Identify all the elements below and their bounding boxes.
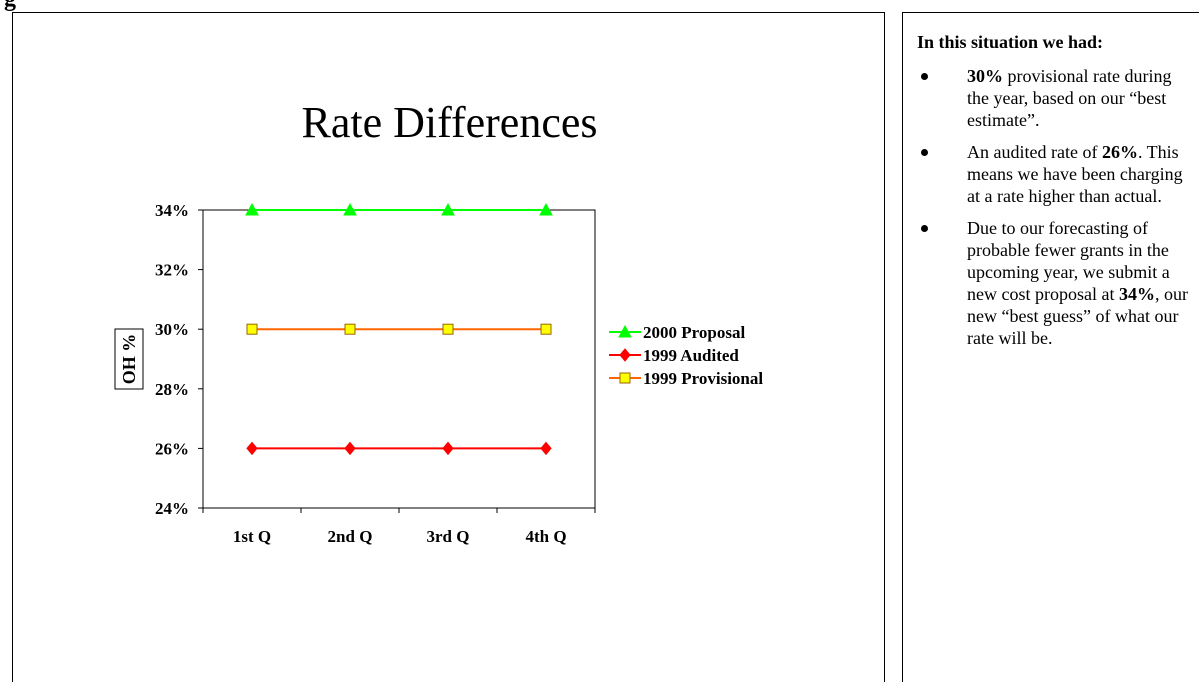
cutoff-heading: g: [4, 0, 16, 13]
data-point: [441, 202, 455, 216]
data-point: [344, 323, 356, 335]
rate-differences-chart: 24% 26% 28% 30% 32% 34% 1st Q 2nd Q 3rd Q 4th Q OH…: [114, 201, 763, 546]
bullet-2-text-a: An audited rate of: [967, 142, 1102, 162]
bullet-3-text-b: , our new “best guess” of what our rate …: [967, 284, 1188, 348]
data-point: [539, 202, 553, 216]
y-tick-label: 32%: [155, 261, 189, 280]
bullet-dot-icon: [921, 73, 928, 80]
data-point: [344, 441, 356, 456]
y-tick-label: 34%: [155, 201, 189, 220]
y-axis-label-box: [114, 328, 144, 390]
x-category-label: 2nd Q: [328, 527, 373, 546]
y-tick-label: 28%: [155, 380, 189, 399]
legend-marker: [619, 348, 631, 362]
bullet-3-text-a: Due to our forecasting of probable fewer…: [967, 218, 1170, 304]
legend-marker: [618, 324, 632, 338]
bullet-dot-icon: [921, 225, 928, 232]
bullet-1-bold: 30%: [967, 66, 1003, 86]
data-point: [246, 441, 258, 456]
data-point: [442, 441, 454, 456]
bullet-2-bold: 26%: [1101, 142, 1138, 162]
notes-panel: In this situation we had: 30% provisiona…: [902, 12, 1199, 682]
x-category-label: 1st Q: [233, 527, 271, 546]
bullet-3-bold: 34%: [1118, 284, 1155, 304]
y-tick-label: 26%: [155, 439, 189, 458]
data-point: [246, 323, 258, 335]
data-point: [540, 323, 552, 335]
slide-title: Rate Differences: [301, 98, 598, 147]
y-tick-label: 30%: [155, 320, 189, 339]
bullet-item-3: Due to our forecasting of probable fewer…: [917, 217, 1197, 349]
y-axis-label: OH %: [119, 334, 139, 385]
legend-entry: 2000 Proposal: [643, 323, 745, 342]
plot-area: [202, 209, 596, 509]
data-point: [245, 202, 259, 216]
bullet-1-text: provisional rate during the year, based …: [967, 66, 1172, 130]
data-point: [442, 323, 454, 335]
data-point: [343, 202, 357, 216]
bullet-2-text-b: . This means we have been charging at a …: [967, 142, 1183, 206]
notes-bullet-list: 30% provisional rate during the year, ba…: [917, 65, 1197, 359]
bullet-dot-icon: [921, 149, 928, 156]
x-category-label: 4th Q: [525, 527, 566, 546]
bullet-item-2: An audited rate of 26%. This means we ha…: [917, 141, 1197, 207]
legend-entry: 1999 Audited: [643, 346, 739, 365]
bullet-item-1: 30% provisional rate during the year, ba…: [917, 65, 1197, 131]
slide-panel: Rate Differences 24% 26% 28% 30% 32% 34% 1st Q…: [12, 12, 885, 682]
x-category-label: 3rd Q: [427, 527, 470, 546]
legend-entry: 1999 Provisional: [643, 369, 763, 388]
y-tick-label: 24%: [155, 499, 189, 518]
notes-heading: In this situation we had:: [917, 32, 1104, 52]
data-point: [540, 441, 552, 456]
legend-marker: [619, 372, 631, 384]
